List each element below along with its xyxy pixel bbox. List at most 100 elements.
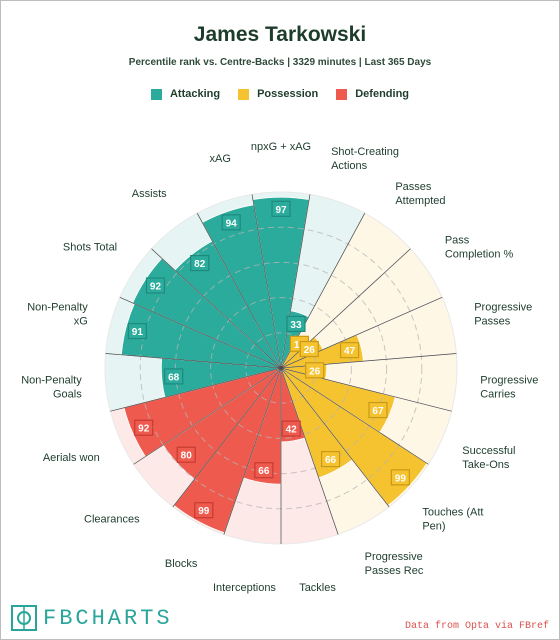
axis-label-passes-attempted: Passes Attempted xyxy=(395,181,445,207)
legend-label-attacking: Attacking xyxy=(169,88,221,100)
value-label-pass-completion: 26 xyxy=(304,345,316,356)
axis-label-shot-creating-actions: Shot-Creating Actions xyxy=(331,146,399,172)
value-label-progressive-passes: 47 xyxy=(344,346,356,357)
value-box-successful-take-ons: 67 xyxy=(368,401,388,419)
legend-item-attacking: Attacking xyxy=(150,88,221,100)
value-label-interceptions: 66 xyxy=(258,466,270,477)
brand-text: FBCHARTS xyxy=(43,605,173,631)
spoke-1 xyxy=(251,194,282,369)
axis-label-progressive-passes-rec: Progressive Passes Rec xyxy=(365,551,424,577)
value-box-non-penalty-xg: 91 xyxy=(127,323,147,340)
axis-label-clearances: Clearances xyxy=(84,513,140,525)
value-box-blocks: 99 xyxy=(194,502,214,519)
spoke-10 xyxy=(280,367,339,535)
value-label-progressive-carries: 26 xyxy=(309,366,321,377)
legend-swatch-possession xyxy=(238,88,250,100)
axis-label-interceptions: Interceptions xyxy=(213,582,276,594)
axis-label-progressive-carries: Progressive Carries xyxy=(480,374,538,400)
value-box-interceptions: 66 xyxy=(254,462,274,479)
value-box-assists: 82 xyxy=(190,254,210,272)
legend-item-possession: Possession xyxy=(238,88,318,100)
value-box-aerials-won: 92 xyxy=(134,419,154,436)
legend-item-defending: Defending xyxy=(336,88,409,100)
value-box-shot-creating-actions: 33 xyxy=(286,315,306,333)
value-label-touches-att-pen: 99 xyxy=(395,473,407,484)
axis-label-blocks: Blocks xyxy=(165,558,198,570)
axis-label-touches-att-pen: Touches (Att Pen) xyxy=(422,506,483,532)
value-label-tackles: 42 xyxy=(286,425,298,436)
legend-swatch-defending xyxy=(336,88,348,100)
spoke-15 xyxy=(110,367,282,412)
spoke-18 xyxy=(151,248,282,369)
value-label-non-penalty-xg: 91 xyxy=(132,327,144,338)
value-label-passes-attempted: 17 xyxy=(294,340,306,351)
value-label-npxg-xag: 97 xyxy=(275,205,287,216)
source-credit: Data from Opta via FBref xyxy=(404,621,549,632)
value-label-shots-total: 92 xyxy=(150,282,162,293)
value-box-bg xyxy=(221,214,241,231)
spoke-13 xyxy=(172,367,282,508)
spoke-17 xyxy=(119,296,282,369)
spoke-12 xyxy=(223,367,282,535)
value-box-bg xyxy=(190,254,210,272)
value-box-bg xyxy=(145,277,166,294)
axis-label-successful-take-ons: Successful Take-Ons xyxy=(462,445,515,471)
value-box-bg xyxy=(390,469,410,486)
axis-label-non-penalty-xg: Non-Penalty xG xyxy=(27,302,88,328)
value-box-progressive-carries: 26 xyxy=(305,362,325,379)
value-box-bg xyxy=(127,323,147,340)
value-box-bg xyxy=(286,315,306,333)
axis-label-assists: Assists xyxy=(132,188,167,200)
spoke-9 xyxy=(280,367,390,508)
value-box-shots-total: 92 xyxy=(145,277,166,294)
spoke-8 xyxy=(280,367,429,465)
legend: Attacking Possession Defending xyxy=(1,88,559,100)
axis-label-progressive-passes: Progressive Passes xyxy=(474,302,532,328)
value-label-xag: 94 xyxy=(226,218,238,229)
spoke-19 xyxy=(196,213,282,369)
axis-label-pass-completion: Pass Completion % xyxy=(445,235,514,261)
value-box-xag: 94 xyxy=(221,214,241,231)
axis-label-shots-total: Shots Total xyxy=(63,242,117,254)
value-box-pass-completion: 26 xyxy=(299,340,319,358)
axis-label-tackles: Tackles xyxy=(299,582,336,594)
value-box-bg xyxy=(176,446,196,463)
value-label-clearances: 80 xyxy=(181,451,193,462)
legend-label-defending: Defending xyxy=(355,88,410,100)
value-box-bg xyxy=(254,462,274,479)
value-label-aerials-won: 92 xyxy=(138,424,150,435)
value-box-npxg-xag: 97 xyxy=(271,200,291,217)
value-box-bg xyxy=(281,420,301,437)
value-label-non-penalty-goals: 68 xyxy=(168,372,180,383)
value-box-bg xyxy=(305,362,325,379)
spoke-16 xyxy=(105,353,282,369)
value-box-progressive-passes-rec: 66 xyxy=(320,451,341,468)
value-box-bg xyxy=(320,451,341,468)
value-box-bg xyxy=(299,340,319,358)
value-label-progressive-passes-rec: 66 xyxy=(325,455,337,466)
brand-logo: FBCHARTS xyxy=(11,605,173,631)
value-label-assists: 82 xyxy=(194,259,206,270)
value-box-non-penalty-goals: 68 xyxy=(164,368,184,385)
value-box-bg xyxy=(368,401,388,419)
axis-label-xag: xAG xyxy=(210,153,231,165)
value-box-bg xyxy=(194,502,214,519)
axis-label-aerials-won: Aerials won xyxy=(43,452,100,464)
spoke-2 xyxy=(280,194,311,369)
axis-label-npxg-xag: npxG + xAG xyxy=(251,141,311,153)
legend-label-possession: Possession xyxy=(257,88,319,100)
axis-label-non-penalty-goals: Non-Penalty Goals xyxy=(21,374,82,400)
value-box-tackles: 42 xyxy=(281,420,301,437)
spoke-14 xyxy=(133,367,282,465)
value-box-progressive-passes: 47 xyxy=(339,342,360,359)
value-box-clearances: 80 xyxy=(176,446,196,463)
chart-title: James Tarkowski xyxy=(193,23,367,46)
value-box-bg xyxy=(134,419,154,436)
brand-radar-icon xyxy=(11,605,37,631)
chart-subtitle: Percentile rank vs. Centre-Backs | 3329 … xyxy=(128,57,432,68)
value-box-touches-att-pen: 99 xyxy=(390,469,410,486)
value-box-bg xyxy=(164,368,184,385)
value-box-bg xyxy=(271,200,291,217)
